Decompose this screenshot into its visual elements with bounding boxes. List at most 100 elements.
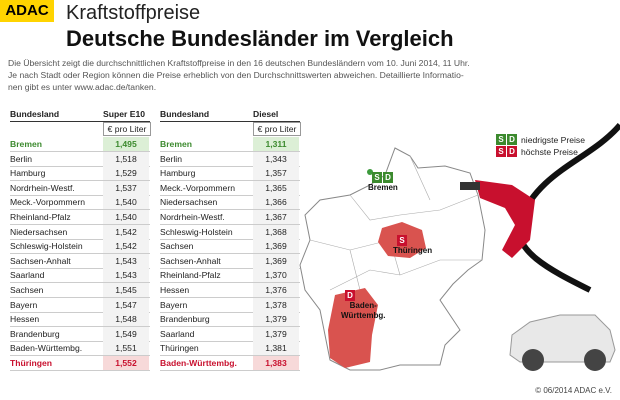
column-header: Bundesland [160,109,210,119]
badge: D [507,146,517,157]
unit: € pro Liter [103,122,151,136]
region-name: Bremen [10,139,42,149]
badge: S [372,172,382,183]
region-name: Nordrhein-Westf. [10,182,75,193]
price: 1,549 [103,326,149,341]
price: 1,542 [103,239,149,254]
badge: S [397,235,407,246]
title: Deutsche Bundesländer im Vergleich [66,26,454,51]
region-name: Saarland [10,270,45,281]
region-name: Meck.-Vorpommern [10,197,85,208]
row-separator [160,282,300,284]
wheel [584,349,606,371]
region-name: Sachsen-Anhalt [160,255,221,266]
region-name: Rheinland-Pfalz [10,212,71,222]
region-name: Hamburg [10,168,46,179]
price: 1,368 [253,224,299,239]
price: 1,551 [103,341,149,356]
price: 1,543 [103,268,149,283]
unit: € pro Liter [253,122,301,136]
footer: © 06/2014 ADAC e.V. [535,386,612,395]
region-name: Bremen [160,139,192,149]
region-name: Thüringen [160,343,199,354]
price: 1,357 [253,166,299,181]
region-name: Brandenburg [160,314,210,325]
column-header: Super E10 [103,109,146,119]
price: 1,343 [253,151,299,166]
rule [160,121,300,122]
rule [10,121,150,122]
row-separator [10,165,150,167]
row-separator [160,209,300,211]
column-header: Diesel [253,109,279,119]
price: 1,540 [103,210,149,224]
row-separator [10,326,150,328]
row-separator [10,297,150,298]
nozzle [475,180,535,258]
price: 1,537 [103,180,149,195]
badge: D [345,290,355,301]
row-separator [10,151,150,152]
bremen-region [367,169,373,175]
price: 1,495 [103,137,149,151]
column-header: Bundesland [10,109,60,119]
price: 1,547 [103,297,149,312]
logo: ADAC [0,0,54,22]
wheel [522,349,544,371]
region-name: Sachsen-Anhalt [10,255,71,266]
region-name: Hessen [160,285,190,295]
price: 1,529 [103,166,149,181]
bw-region [328,288,378,368]
intro-line: Je nach Stadt oder Region können die Pre… [8,70,464,80]
region-name: Saarland [160,328,195,339]
price: 1,543 [103,253,149,268]
legend-label: höchste Preise [521,147,578,157]
map-label: Bremen [368,183,398,192]
row-separator [160,297,300,298]
price: 1,378 [253,297,299,312]
kicker: Kraftstoffpreise [66,2,201,24]
price: 1,366 [253,195,299,210]
region-name: Baden-Württembg. [10,343,83,354]
row-separator [160,370,300,371]
map-label: Baden- Württembg. [341,301,386,320]
badge: D [383,172,393,183]
row-separator [10,194,150,196]
row-separator [160,224,300,225]
region-name: Berlin [160,153,182,164]
region-name: Meck.-Vorpommern [160,182,235,193]
row-separator [10,238,150,240]
row-separator [10,370,150,371]
row-separator [160,355,300,357]
region-name: Hamburg [160,168,196,179]
price: 1,365 [253,180,299,195]
price: 1,367 [253,210,299,224]
row-separator [160,326,300,328]
price: 1,540 [103,195,149,210]
region-name: Hessen [10,314,40,325]
price: 1,379 [253,312,299,327]
region-name: Bayern [160,299,188,310]
region-name: Baden-Württembg. [160,358,237,368]
row-separator [160,194,300,196]
price: 1,545 [103,283,149,297]
map-label: Thüringen [393,246,433,255]
price: 1,518 [103,151,149,166]
row-separator [10,253,150,255]
badge: S [496,146,506,157]
row-separator [160,253,300,255]
price: 1,369 [253,239,299,254]
region-name: Thüringen [10,358,53,368]
region-name: Niedersachsen [160,197,218,208]
price: 1,369 [253,253,299,268]
legend-label: niedrigste Preise [521,135,586,145]
region-name: Bayern [10,299,38,310]
price: 1,376 [253,283,299,297]
price: 1,381 [253,341,299,356]
badge: S [496,134,506,145]
badge: D [507,134,517,145]
row-separator [10,180,150,182]
row-separator [160,238,300,240]
region-name: Nordrhein-Westf. [160,212,225,222]
